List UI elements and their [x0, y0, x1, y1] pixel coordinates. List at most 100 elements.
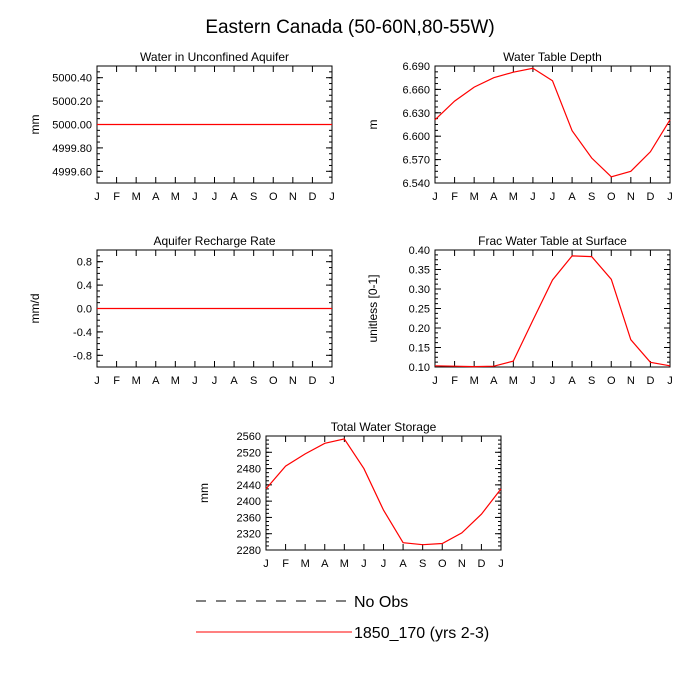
- x-tick-label: A: [568, 375, 576, 387]
- x-tick-label: O: [269, 375, 278, 387]
- x-tick-label: J: [192, 375, 198, 387]
- y-tick-label: 2400: [237, 496, 261, 508]
- y-tick-label: 0.10: [409, 362, 430, 374]
- panel-title: Water Table Depth: [503, 50, 602, 64]
- x-tick-label: M: [509, 191, 518, 203]
- panel-title: Frac Water Table at Surface: [478, 234, 627, 248]
- y-tick-label: 2360: [237, 512, 261, 524]
- x-tick-label: S: [588, 375, 595, 387]
- y-tick-label: 0.4: [77, 280, 92, 292]
- x-tick-label: A: [152, 375, 160, 387]
- x-tick-label: N: [458, 558, 466, 570]
- x-tick-label: A: [321, 558, 329, 570]
- x-tick-label: J: [432, 375, 438, 387]
- x-tick-label: A: [490, 375, 498, 387]
- figure-title: Eastern Canada (50-60N,80-55W): [205, 17, 494, 38]
- x-tick-label: O: [607, 191, 616, 203]
- panel-title: Total Water Storage: [331, 420, 437, 434]
- y-tick-label: 0.20: [409, 323, 430, 335]
- x-tick-label: J: [667, 375, 673, 387]
- x-tick-label: J: [94, 375, 100, 387]
- legend: No Obs 1850_170 (yrs 2-3): [196, 594, 489, 642]
- x-tick-label: S: [250, 191, 257, 203]
- x-tick-label: D: [477, 558, 485, 570]
- y-axis-label: mm: [197, 483, 211, 503]
- y-tick-label: -0.4: [73, 327, 92, 339]
- x-tick-label: F: [113, 375, 120, 387]
- legend-obs-label: No Obs: [354, 594, 408, 611]
- y-tick-label: 0.25: [409, 304, 430, 316]
- y-tick-label: 5000.40: [52, 73, 92, 85]
- panel-4: Frac Water Table at Surface unitless [0-1…: [366, 234, 673, 387]
- plot-frame: [434, 65, 671, 184]
- x-tick-label: D: [646, 375, 654, 387]
- x-tick-label: J: [530, 375, 536, 387]
- y-tick-label: 6.570: [402, 155, 430, 167]
- x-tick-label: J: [212, 191, 218, 203]
- y-tick-label: 2480: [237, 464, 261, 476]
- legend-model-label: 1850_170 (yrs 2-3): [354, 625, 489, 642]
- y-axis-label: mm/d: [28, 294, 42, 324]
- y-tick-label: 2560: [237, 431, 261, 443]
- x-tick-label: A: [490, 191, 498, 203]
- x-tick-label: M: [470, 191, 479, 203]
- panel-title: Water in Unconfined Aquifer: [140, 50, 289, 64]
- x-tick-label: J: [530, 191, 536, 203]
- x-tick-label: N: [289, 375, 297, 387]
- x-tick-label: J: [329, 375, 335, 387]
- x-tick-label: D: [308, 375, 316, 387]
- x-tick-label: M: [171, 191, 180, 203]
- y-tick-label: 2280: [237, 545, 261, 557]
- y-tick-label: 6.600: [402, 131, 430, 143]
- y-tick-label: 2440: [237, 480, 261, 492]
- y-tick-label: 2520: [237, 447, 261, 459]
- x-tick-label: J: [212, 375, 218, 387]
- y-axis-label: unitless [0-1]: [366, 274, 380, 342]
- x-tick-label: F: [282, 558, 289, 570]
- x-tick-label: J: [263, 558, 269, 570]
- x-tick-label: D: [308, 191, 316, 203]
- x-tick-label: A: [230, 375, 238, 387]
- series-line: [434, 67, 671, 178]
- x-tick-label: M: [132, 191, 141, 203]
- series-line: [434, 255, 671, 368]
- y-tick-label: 6.630: [402, 108, 430, 120]
- y-tick-label: 0.15: [409, 343, 430, 355]
- plot-frame: [434, 249, 671, 368]
- x-tick-label: M: [340, 558, 349, 570]
- x-tick-label: M: [470, 375, 479, 387]
- y-tick-label: 0.8: [77, 257, 92, 269]
- x-tick-label: J: [329, 191, 335, 203]
- x-tick-label: S: [588, 191, 595, 203]
- x-tick-label: F: [113, 191, 120, 203]
- y-tick-label: 0.40: [409, 245, 430, 257]
- y-axis-label: mm: [28, 115, 42, 135]
- y-tick-label: 4999.60: [52, 166, 92, 178]
- x-tick-label: J: [498, 558, 504, 570]
- y-tick-label: 6.660: [402, 84, 430, 96]
- series-line: [265, 438, 502, 546]
- y-tick-label: 4999.80: [52, 143, 92, 155]
- x-tick-label: J: [432, 191, 438, 203]
- y-tick-label: 5000.20: [52, 96, 92, 108]
- x-tick-label: J: [192, 191, 198, 203]
- x-tick-label: S: [419, 558, 426, 570]
- x-tick-label: O: [269, 191, 278, 203]
- y-tick-label: 2320: [237, 529, 261, 541]
- y-tick-label: -0.8: [73, 350, 92, 362]
- y-tick-label: 5000.00: [52, 120, 92, 132]
- plot-frame: [265, 435, 502, 551]
- x-tick-label: J: [667, 191, 673, 203]
- y-axis-label: m: [366, 120, 380, 130]
- x-tick-label: N: [289, 191, 297, 203]
- x-tick-label: F: [451, 375, 458, 387]
- x-tick-label: A: [568, 191, 576, 203]
- y-tick-label: 0.30: [409, 284, 430, 296]
- x-tick-label: M: [301, 558, 310, 570]
- panel-title: Aquifer Recharge Rate: [153, 234, 275, 248]
- x-tick-label: J: [94, 191, 100, 203]
- x-tick-label: M: [171, 375, 180, 387]
